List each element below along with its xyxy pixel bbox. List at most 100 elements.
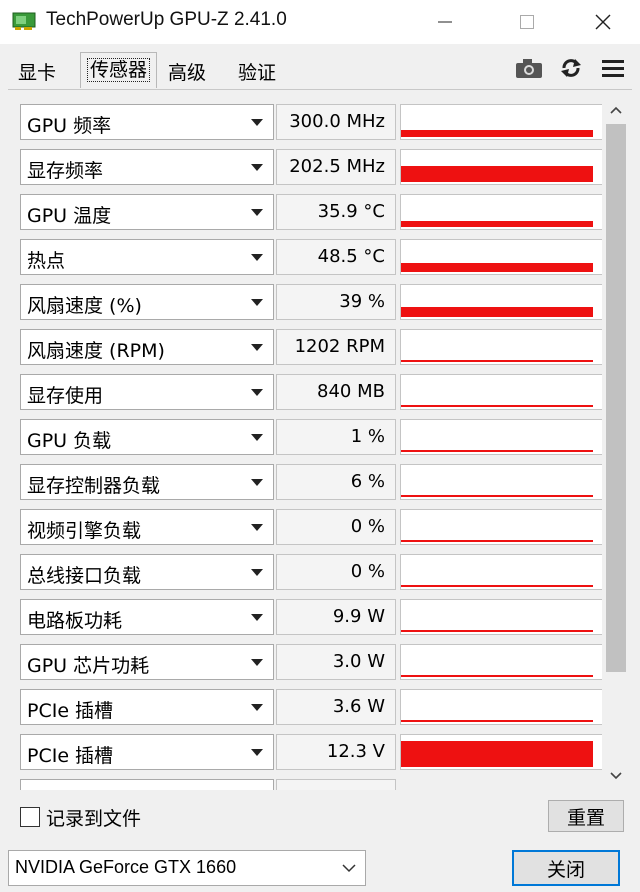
minimize-button[interactable] [420,0,470,44]
log-to-file-checkbox[interactable] [20,807,40,827]
sensor-select[interactable]: PCIe 插槽 [20,689,274,725]
close-window-button[interactable] [578,0,628,44]
gpu-select[interactable]: NVIDIA GeForce GTX 1660 [8,850,366,886]
sensor-row: 视频引擎负载 0 % [10,509,610,545]
dropdown-arrow-icon [251,524,263,531]
sensor-select[interactable]: GPU 频率 [20,104,274,140]
sensor-graph [400,554,604,590]
sensor-graph [400,599,604,635]
sensor-graph-bar [401,263,593,272]
sensor-value-box: 0 % [276,509,396,545]
sensor-select[interactable]: 显存频率 [20,149,274,185]
maximize-button[interactable] [502,0,552,44]
sensor-select[interactable] [20,779,274,790]
sensor-row: GPU 频率 300.0 MHz [10,104,610,140]
sensor-select[interactable]: PCIe 插槽 [20,734,274,770]
sensor-row: 显存控制器负载 6 % [10,464,610,500]
sensor-row: GPU 温度 35.9 °C [10,194,610,230]
sensor-select[interactable]: 视频引擎负载 [20,509,274,545]
sensor-graph [400,239,604,275]
sensor-scrollbar[interactable] [602,98,630,788]
dropdown-arrow-icon [251,749,263,756]
minimize-icon [438,21,452,23]
tab-graphics-card[interactable]: 显卡 [12,56,62,86]
sensor-graph [400,374,604,410]
reset-button[interactable]: 重置 [548,800,624,832]
sensor-value: 1202 RPM [294,336,385,357]
scroll-down-button[interactable] [602,764,630,788]
sensor-label: PCIe 插槽 [27,745,114,767]
sensor-value-box: 6 % [276,464,396,500]
sensor-value-box: 39 % [276,284,396,320]
tab-label: 传感器 [87,58,151,82]
sensor-value-box: 1 % [276,419,396,455]
sensor-graph-bar [401,360,593,362]
camera-icon[interactable] [514,56,544,80]
sensor-select[interactable]: GPU 芯片功耗 [20,644,274,680]
refresh-icon[interactable] [556,56,586,80]
sensor-row: 总线接口负载 0 % [10,554,610,590]
sensor-graph [400,194,604,230]
sensor-select[interactable]: 总线接口负载 [20,554,274,590]
tab-validation[interactable]: 验证 [232,56,282,86]
sensor-value-box: 9.9 W [276,599,396,635]
dropdown-arrow-icon [251,299,263,306]
sensor-select[interactable]: GPU 负载 [20,419,274,455]
sensor-row: 电路板功耗 9.9 W [10,599,610,635]
tab-divider [8,89,632,90]
sensor-value-box: 300.0 MHz [276,104,396,140]
title-bar: TechPowerUp GPU-Z 2.41.0 [0,0,640,44]
dropdown-arrow-icon [251,704,263,711]
dropdown-arrow-icon [251,659,263,666]
gpu-z-app-icon [12,12,36,30]
dropdown-arrow-icon [251,164,263,171]
sensor-value-box [276,779,396,790]
menu-icon[interactable] [598,56,628,80]
sensor-select[interactable]: GPU 温度 [20,194,274,230]
gpu-select-value: NVIDIA GeForce GTX 1660 [15,857,237,877]
sensor-select[interactable]: 风扇速度 (%) [20,284,274,320]
sensor-label: 视频引擎负载 [27,520,142,542]
tab-label: 验证 [238,62,277,84]
sensor-graph-bar [401,405,593,407]
sensor-graph-bar [401,307,593,317]
sensor-select[interactable]: 显存使用 [20,374,274,410]
log-to-file-label: 记录到文件 [46,807,142,830]
sensor-row: 显存频率 202.5 MHz [10,149,610,185]
tab-advanced[interactable]: 高级 [162,56,212,86]
sensor-label: GPU 温度 [27,205,112,227]
sensor-label: 显存控制器负载 [27,475,161,497]
scroll-up-button[interactable] [602,98,630,122]
dropdown-arrow-icon [251,254,263,261]
sensor-label: 显存频率 [27,160,104,182]
sensor-select[interactable]: 热点 [20,239,274,275]
sensor-value: 39 % [339,291,385,312]
sensor-select[interactable]: 电路板功耗 [20,599,274,635]
dropdown-arrow-icon [251,119,263,126]
sensor-label: PCIe 插槽 [27,700,114,722]
sensor-graph [400,104,604,140]
sensor-select[interactable]: 显存控制器负载 [20,464,274,500]
sensor-graph [400,284,604,320]
sensor-value: 6 % [350,471,385,492]
sensor-select[interactable]: 风扇速度 (RPM) [20,329,274,365]
sensor-value-box: 202.5 MHz [276,149,396,185]
log-to-file-option[interactable]: 记录到文件 [20,804,141,830]
scroll-thumb[interactable] [606,124,626,672]
dropdown-arrow-icon [251,209,263,216]
sensor-value: 48.5 °C [317,246,385,267]
sensor-graph [400,734,604,770]
sensor-label: GPU 频率 [27,115,112,137]
close-button[interactable]: 关闭 [512,850,620,886]
chevron-up-icon [610,106,622,114]
sensor-value: 300.0 MHz [289,111,385,132]
sensor-graph-bar [401,130,593,137]
sensor-value-box: 35.9 °C [276,194,396,230]
sensor-row: GPU 负载 1 % [10,419,610,455]
dropdown-arrow-icon [251,344,263,351]
sensor-graph-bar [401,741,593,767]
tab-sensors[interactable]: 传感器 [80,52,158,88]
tab-label: 高级 [168,62,207,84]
dropdown-arrow-icon [251,569,263,576]
tab-label: 显卡 [18,62,57,84]
